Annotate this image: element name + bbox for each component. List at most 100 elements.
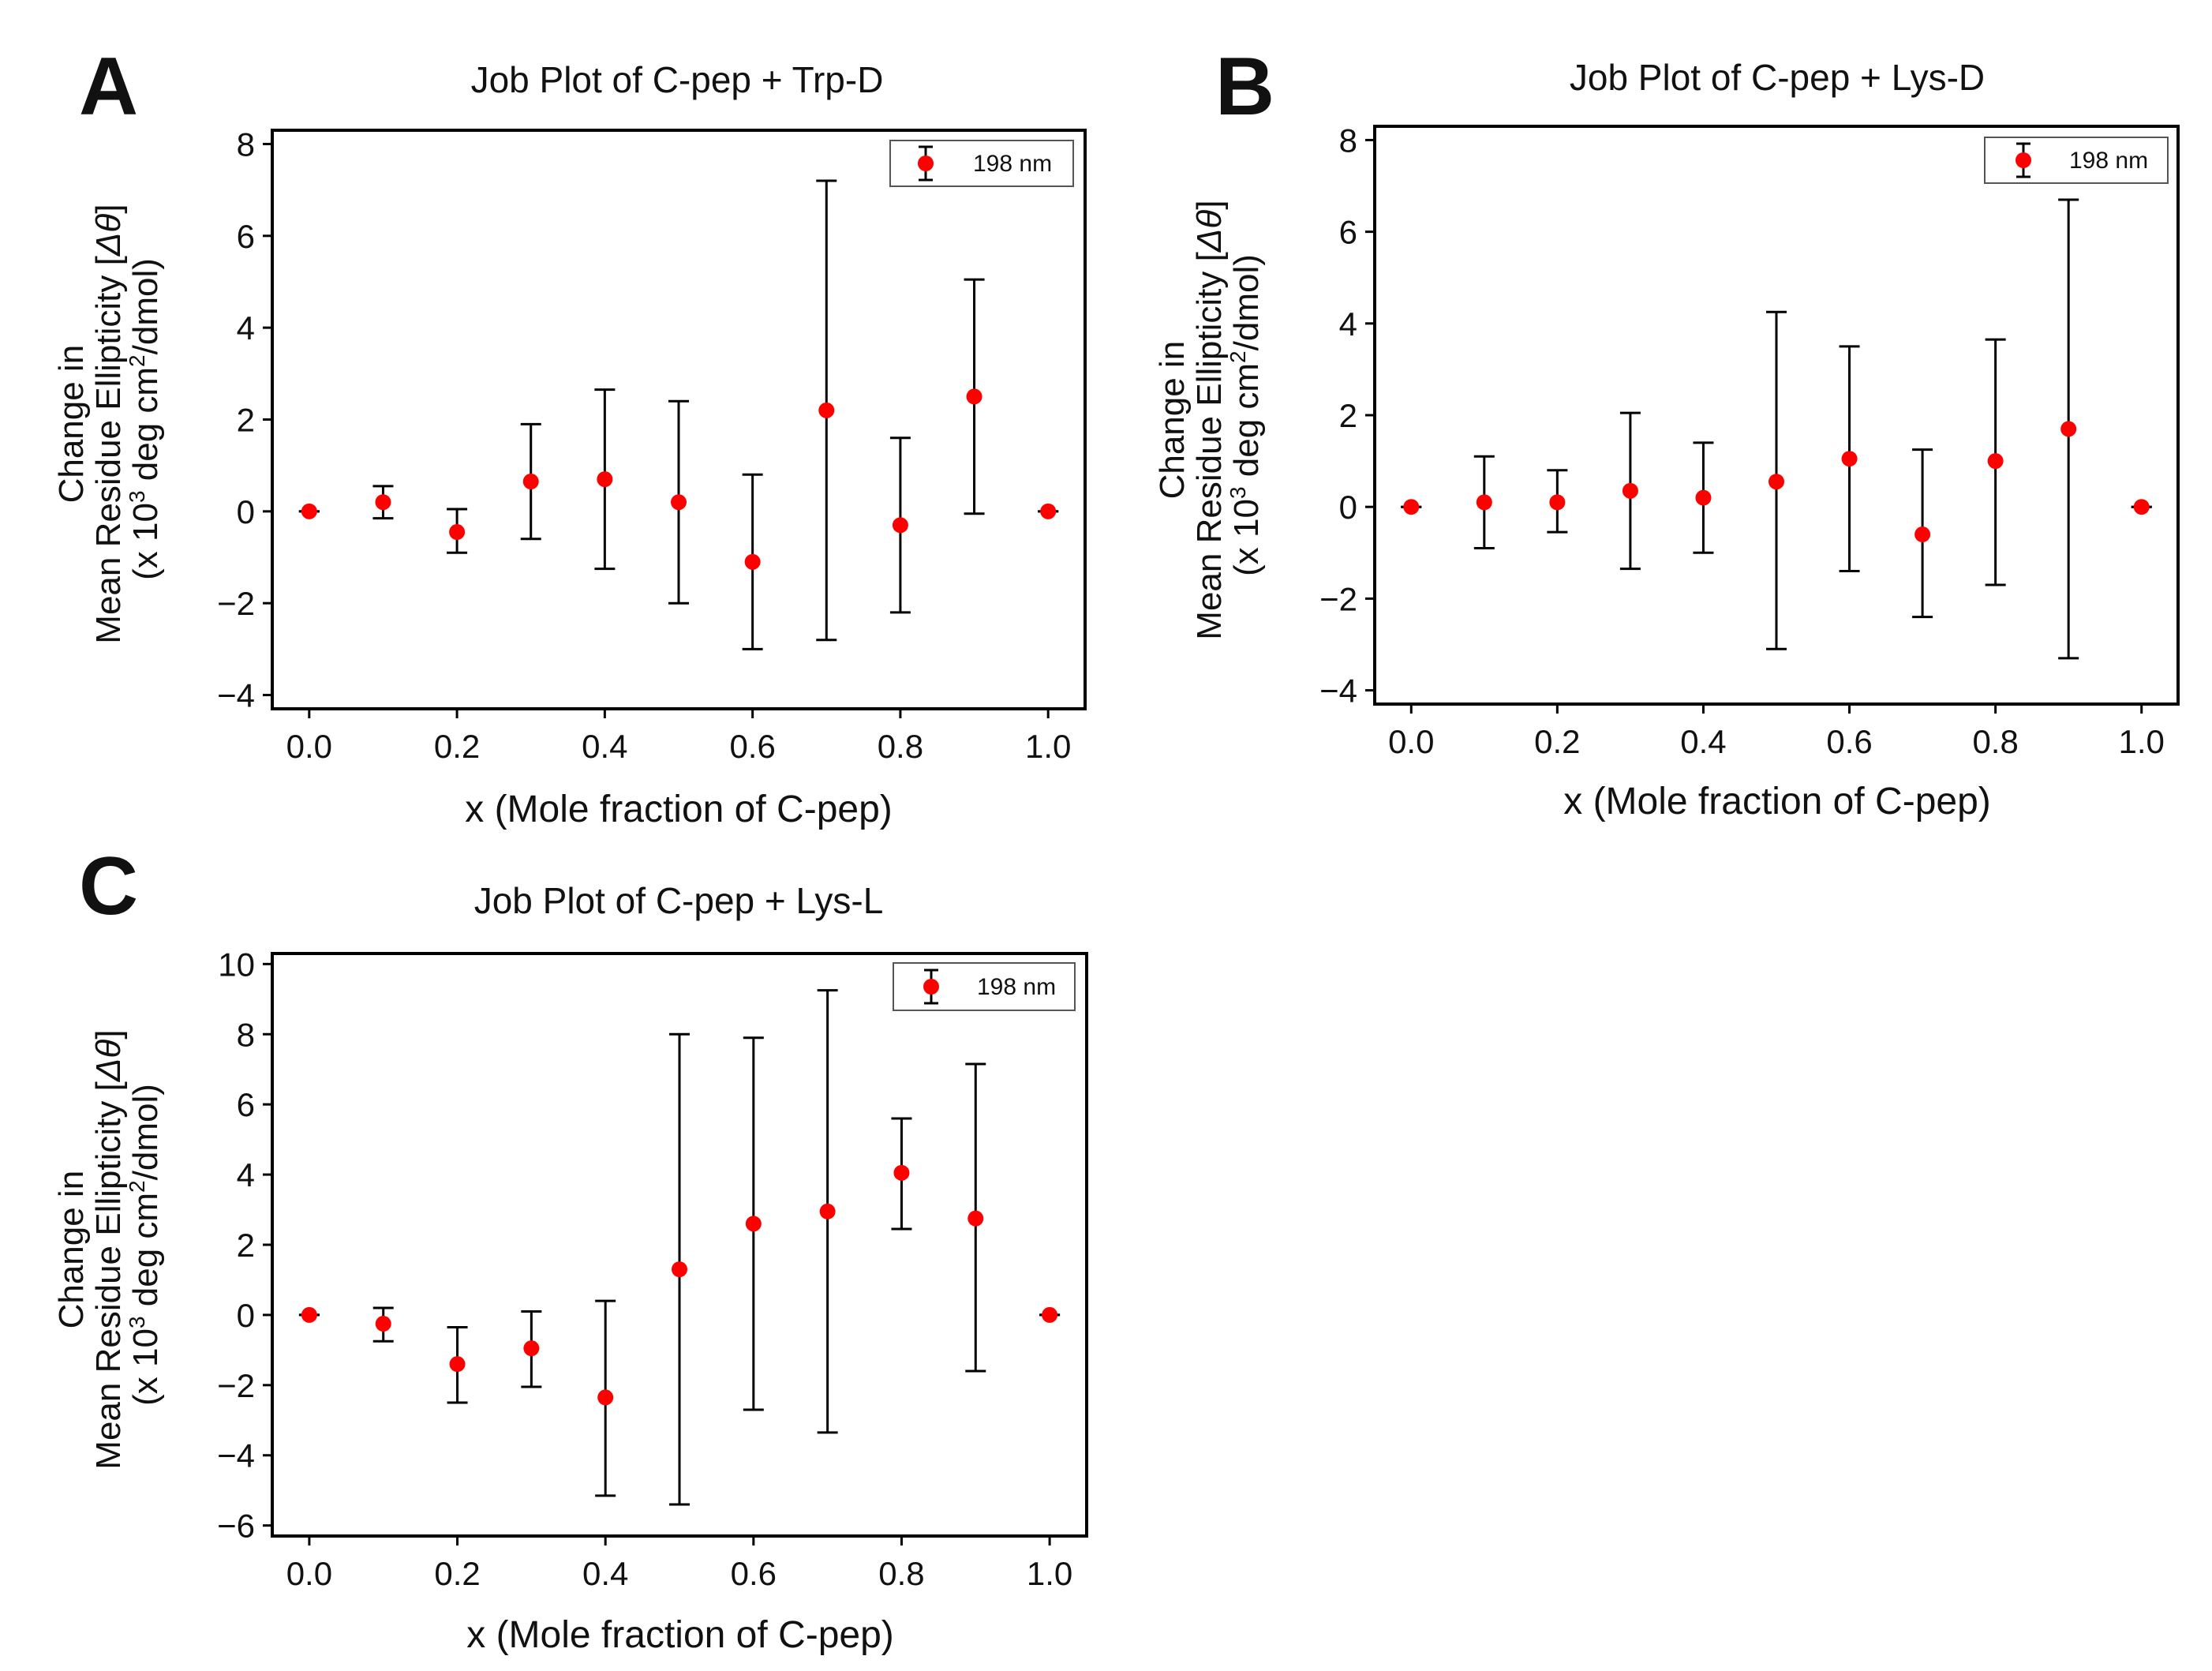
- error-bars-c: [298, 989, 1061, 1506]
- x-tick-label: 0.8: [1972, 723, 2018, 760]
- legend-marker-a: [918, 155, 934, 171]
- y-axis-label-b: Change in Mean Residue Ellipticity [Δθ] …: [1153, 190, 1266, 639]
- x-tick-label: 0.2: [434, 1555, 480, 1592]
- x-ticks-a: 0.0 0.2 0.4 0.6 0.8 1.0: [286, 709, 1071, 765]
- panel-letter-a: A: [79, 41, 138, 133]
- y-tick-label: 4: [1339, 305, 1357, 343]
- y-tick-label: 8: [237, 126, 255, 163]
- y-tick-label: −2: [217, 1367, 255, 1404]
- markers-b: [1403, 421, 2150, 543]
- legend-b: 198 nm: [1984, 137, 2169, 184]
- y-tick-label: 2: [237, 402, 255, 439]
- data-point: [2133, 499, 2150, 515]
- data-point: [301, 503, 317, 519]
- data-point: [1695, 489, 1712, 506]
- panel-b: B Job Plot of C-pep + Lys-D −4 −2 0 2 4 6 8 0.…: [1153, 41, 2180, 822]
- y-axis-label-a: Change in Mean Residue Ellipticity [Δθ] …: [52, 194, 165, 643]
- panel-letter-b: B: [1215, 41, 1274, 133]
- y-axis-label-b-line2: Mean Residue Ellipticity [Δθ]: [1190, 200, 1229, 640]
- legend-marker-c: [923, 979, 939, 995]
- x-tick-label: 0.0: [286, 1555, 332, 1592]
- error-bars-a: [298, 179, 1059, 650]
- y-tick-label: 2: [237, 1227, 255, 1264]
- x-tick-label: 0.0: [286, 728, 332, 765]
- y-axis-label-a-line3: (x 103 deg cm2/dmol): [125, 258, 165, 580]
- y-tick-label: 0: [1339, 489, 1357, 526]
- data-point: [1914, 526, 1931, 543]
- data-point: [1040, 503, 1057, 519]
- y-axis-label-c-line1: Change in: [52, 1171, 91, 1329]
- chart-title-a: Job Plot of C-pep + Trp-D: [471, 59, 884, 100]
- data-point: [745, 1216, 762, 1232]
- y-axis-label-c-line2: Mean Residue Ellipticity [Δθ]: [89, 1030, 128, 1470]
- x-tick-label: 0.2: [1534, 723, 1580, 760]
- panel-c: C Job Plot of C-pep + Lys-L −6 −4 −2 0 2 4 6 8 1…: [52, 841, 1088, 1656]
- markers-a: [301, 388, 1057, 570]
- x-tick-label: 1.0: [2119, 723, 2165, 760]
- y-tick-label: 4: [237, 1156, 255, 1193]
- x-tick-label: 0.6: [1826, 723, 1872, 760]
- legend-c: 198 nm: [893, 962, 1076, 1011]
- data-point: [449, 524, 466, 541]
- y-ticks-b: −4 −2 0 2 4 6 8: [1319, 122, 1375, 710]
- data-point: [1042, 1306, 1058, 1323]
- legend-label-a: 198 nm: [973, 151, 1052, 177]
- panel-letter-c: C: [79, 841, 138, 932]
- data-point: [375, 1316, 391, 1332]
- data-point: [1622, 482, 1638, 499]
- y-tick-label: 10: [218, 946, 255, 983]
- x-tick-label: 0.8: [878, 1555, 924, 1592]
- y-axis-label-b-line3: (x 103 deg cm2/dmol): [1226, 254, 1266, 576]
- x-ticks-c: 0.0 0.2 0.4 0.6 0.8 1.0: [286, 1536, 1072, 1592]
- data-point: [375, 494, 391, 511]
- data-point: [2060, 421, 2077, 437]
- y-tick-label: −4: [217, 677, 255, 714]
- data-point: [819, 1203, 836, 1220]
- error-bars-b: [1401, 198, 2152, 660]
- data-point: [1841, 451, 1858, 467]
- x-axis-label-b: x (Mole fraction of C-pep): [1563, 781, 1991, 822]
- y-axis-label-c: Change in Mean Residue Ellipticity [Δθ] …: [52, 1020, 165, 1469]
- data-point: [818, 402, 835, 418]
- x-axis-label-c: x (Mole fraction of C-pep): [466, 1614, 894, 1656]
- x-tick-label: 0.8: [878, 728, 923, 765]
- y-tick-label: 6: [237, 218, 255, 255]
- data-point: [893, 1164, 910, 1181]
- data-point: [671, 494, 687, 511]
- x-ticks-b: 0.0 0.2 0.4 0.6 0.8 1.0: [1388, 704, 2165, 760]
- x-tick-label: 0.4: [582, 1555, 628, 1592]
- x-tick-label: 0.6: [731, 1555, 777, 1592]
- y-tick-label: −2: [217, 585, 255, 622]
- y-tick-label: 8: [237, 1016, 255, 1053]
- x-tick-label: 0.4: [582, 728, 627, 765]
- data-point: [1768, 474, 1784, 490]
- data-point: [523, 1340, 540, 1357]
- y-tick-label: 8: [1339, 122, 1357, 159]
- y-axis-label-b-line1: Change in: [1153, 341, 1192, 500]
- data-point: [301, 1306, 317, 1323]
- data-point: [522, 474, 539, 490]
- data-point: [597, 1389, 614, 1406]
- legend-marker-b: [2016, 152, 2031, 168]
- chart-title-b: Job Plot of C-pep + Lys-D: [1570, 57, 1985, 98]
- x-tick-label: 1.0: [1025, 728, 1071, 765]
- y-axis-label-a-line1: Change in: [52, 345, 91, 504]
- y-tick-label: 0: [237, 1297, 255, 1334]
- x-tick-label: 0.6: [729, 728, 775, 765]
- x-tick-label: 0.0: [1388, 723, 1434, 760]
- x-tick-label: 1.0: [1027, 1555, 1072, 1592]
- x-axis-label-a: x (Mole fraction of C-pep): [465, 789, 893, 830]
- data-point: [966, 388, 982, 405]
- legend-a: 198 nm: [889, 140, 1074, 187]
- data-point: [968, 1210, 984, 1227]
- y-ticks-c: −6 −4 −2 0 2 4 6 8 10: [217, 946, 272, 1545]
- legend-box-b: [1984, 137, 2169, 184]
- data-point: [744, 553, 761, 570]
- y-tick-label: −4: [1319, 673, 1357, 710]
- data-point: [1476, 494, 1492, 511]
- x-tick-label: 0.2: [434, 728, 480, 765]
- x-tick-label: 0.4: [1680, 723, 1726, 760]
- y-tick-label: −6: [217, 1508, 255, 1545]
- y-axis-label-a-line2: Mean Residue Ellipticity [Δθ]: [89, 204, 128, 644]
